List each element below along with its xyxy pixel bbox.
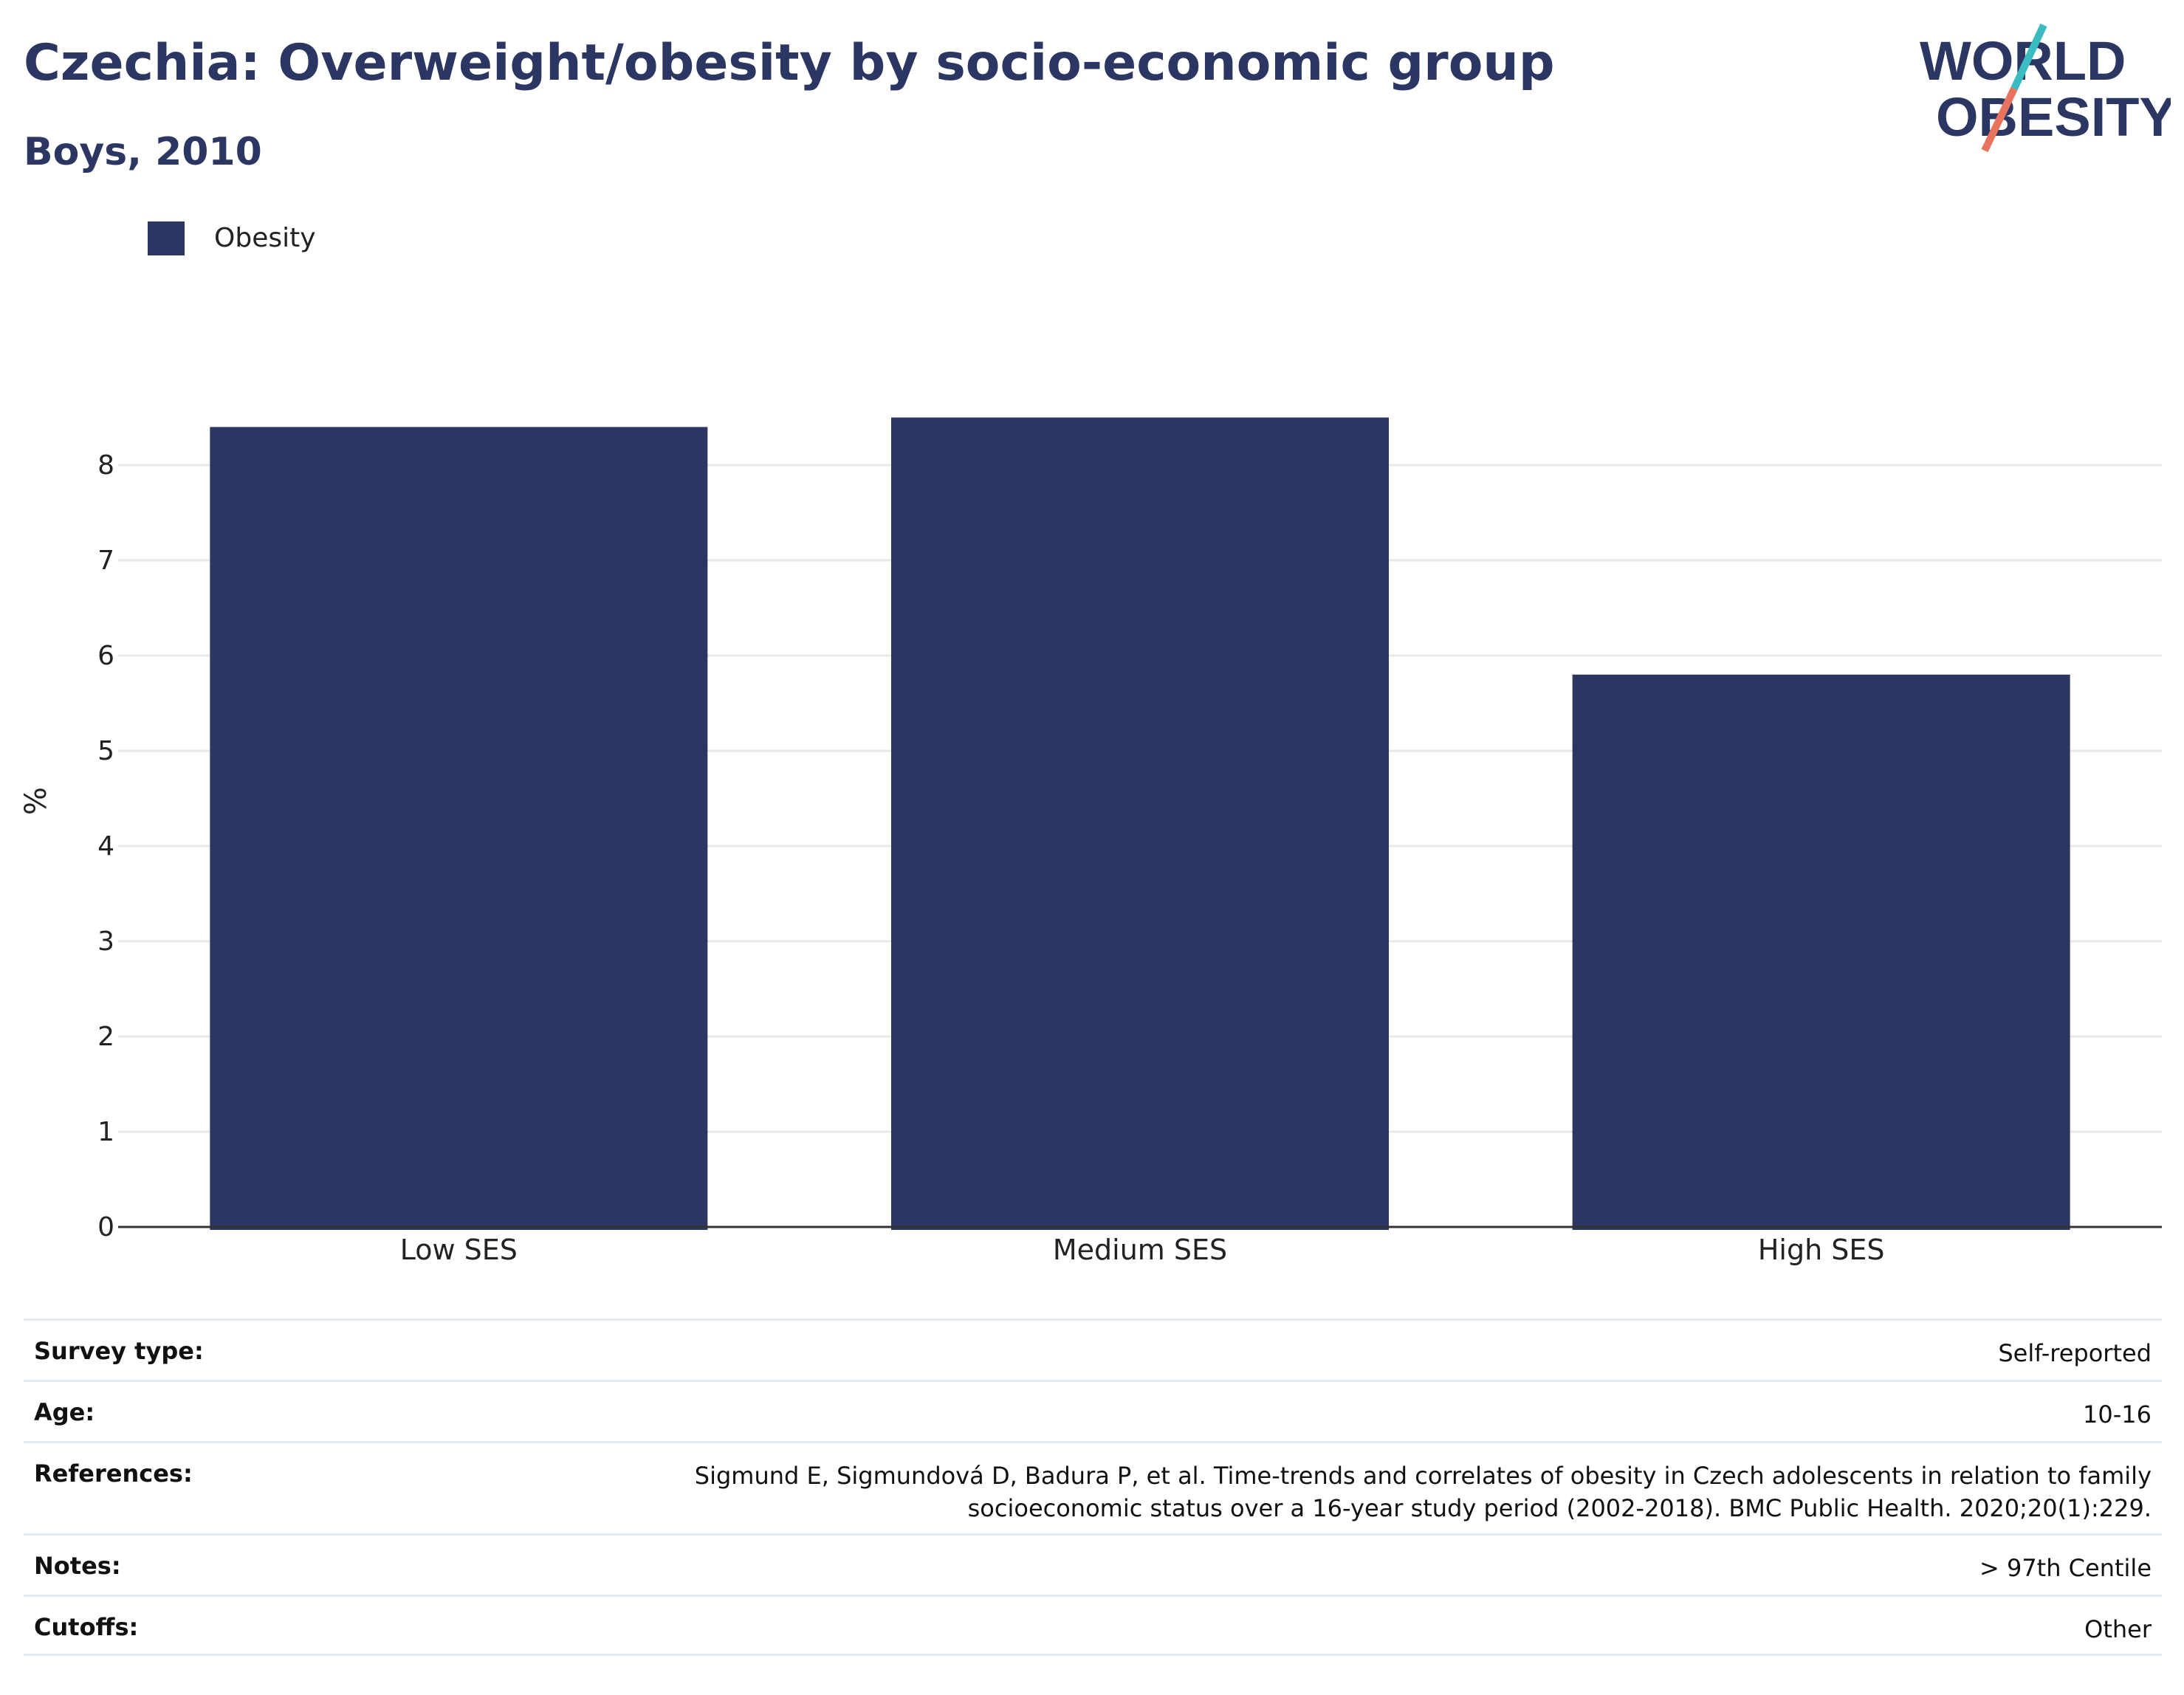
- meta-row-cutoffs: Cutoffs: Other: [24, 1595, 2162, 1656]
- x-tick-label: Medium SES: [1053, 1234, 1227, 1266]
- metadata-table: Survey type: Self-reported Age: 10-16 Re…: [24, 1318, 2162, 1656]
- meta-value: 10-16: [2083, 1400, 2152, 1428]
- world-obesity-logo: WORLD OBESITY: [1920, 23, 2171, 153]
- chart-subtitle: Boys, 2010: [24, 130, 262, 174]
- logo-word-world: WORLD: [1920, 30, 2126, 92]
- meta-row-age: Age: 10-16: [24, 1380, 2162, 1441]
- x-tick-label: High SES: [1758, 1234, 1885, 1266]
- meta-row-references: References: Sigmund E, Sigmundová D, Bad…: [24, 1441, 2162, 1533]
- y-tick-label: 0: [97, 1212, 114, 1242]
- meta-key: References:: [34, 1460, 193, 1488]
- logo-slash-coral: [1981, 86, 2018, 153]
- y-tick-label: 8: [97, 450, 114, 481]
- meta-key: Notes:: [34, 1552, 121, 1580]
- meta-value: Self-reported: [1998, 1339, 2152, 1367]
- bar: [1572, 674, 2070, 1230]
- meta-row-survey-type: Survey type: Self-reported: [24, 1318, 2162, 1380]
- meta-key: Age:: [34, 1398, 95, 1426]
- x-tick-label: Low SES: [400, 1234, 518, 1266]
- bar: [891, 417, 1389, 1230]
- meta-key: Survey type:: [34, 1337, 204, 1365]
- y-tick-label: 4: [97, 831, 114, 862]
- meta-value: Other: [2084, 1615, 2152, 1643]
- legend-swatch-obesity[interactable]: [148, 221, 185, 255]
- logo-word-obesity: OBESITY: [1936, 86, 2171, 148]
- legend-label-obesity[interactable]: Obesity: [214, 223, 316, 253]
- y-axis-title: %: [19, 787, 53, 815]
- y-tick-label: 5: [97, 736, 114, 766]
- chart-title: Czechia: Overweight/obesity by socio-eco…: [24, 34, 1555, 92]
- y-tick-label: 2: [97, 1022, 114, 1052]
- bar-chart: 0 1 2 3 4 5 6 7 8% Low SES Medium SES High SES: [19, 417, 2162, 1266]
- y-tick-label: 6: [97, 641, 114, 671]
- y-tick-label: 7: [97, 546, 114, 576]
- meta-row-notes: Notes: > 97th Centile: [24, 1533, 2162, 1595]
- meta-value: Sigmund E, Sigmundová D, Badura P, et al…: [694, 1462, 2152, 1522]
- meta-key: Cutoffs:: [34, 1613, 139, 1641]
- meta-value: > 97th Centile: [1979, 1554, 2152, 1582]
- logo-slash-teal: [2010, 23, 2047, 91]
- bar: [210, 427, 708, 1230]
- y-tick-label: 3: [97, 926, 114, 957]
- y-tick-label: 1: [97, 1117, 114, 1147]
